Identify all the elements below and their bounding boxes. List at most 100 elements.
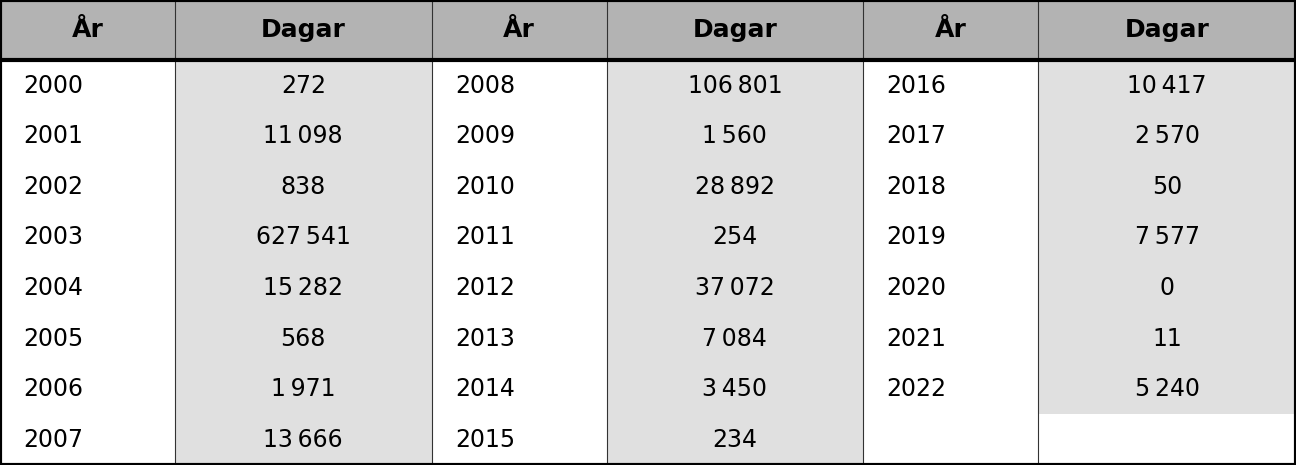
Bar bbox=[863, 111, 1038, 162]
Text: Dagar: Dagar bbox=[260, 18, 346, 42]
Bar bbox=[175, 414, 432, 465]
Text: 37 072: 37 072 bbox=[695, 276, 775, 300]
Bar bbox=[0, 414, 175, 465]
Text: Dagar: Dagar bbox=[1125, 18, 1209, 42]
Text: 2018: 2018 bbox=[886, 175, 946, 199]
Text: 0: 0 bbox=[1160, 276, 1174, 300]
Bar bbox=[0, 212, 175, 263]
Text: Dagar: Dagar bbox=[692, 18, 778, 42]
Bar bbox=[607, 263, 863, 313]
Bar bbox=[1038, 111, 1296, 162]
Text: 2005: 2005 bbox=[23, 326, 83, 351]
Bar bbox=[1038, 414, 1296, 465]
Text: 11: 11 bbox=[1152, 326, 1182, 351]
Text: 11 098: 11 098 bbox=[263, 124, 343, 148]
Text: 7 084: 7 084 bbox=[702, 326, 767, 351]
Bar bbox=[607, 162, 863, 212]
Text: 2013: 2013 bbox=[455, 326, 515, 351]
Text: 2012: 2012 bbox=[455, 276, 515, 300]
Bar bbox=[607, 212, 863, 263]
Bar bbox=[0, 364, 175, 414]
Text: 1 560: 1 560 bbox=[702, 124, 767, 148]
Bar bbox=[0, 0, 175, 60]
Bar bbox=[863, 0, 1038, 60]
Text: 2020: 2020 bbox=[886, 276, 946, 300]
Text: År: År bbox=[71, 18, 104, 42]
Bar bbox=[863, 162, 1038, 212]
Text: 2004: 2004 bbox=[23, 276, 83, 300]
Bar bbox=[607, 313, 863, 364]
Text: 28 892: 28 892 bbox=[695, 175, 775, 199]
Text: 106 801: 106 801 bbox=[687, 74, 783, 98]
Text: 2011: 2011 bbox=[455, 226, 515, 249]
Bar bbox=[432, 162, 607, 212]
Bar bbox=[607, 364, 863, 414]
Text: 2009: 2009 bbox=[455, 124, 515, 148]
Text: 2021: 2021 bbox=[886, 326, 946, 351]
Text: 15 282: 15 282 bbox=[263, 276, 343, 300]
Bar bbox=[175, 364, 432, 414]
Bar bbox=[863, 212, 1038, 263]
Text: 2016: 2016 bbox=[886, 74, 946, 98]
Bar bbox=[0, 313, 175, 364]
Bar bbox=[863, 313, 1038, 364]
Bar bbox=[432, 263, 607, 313]
Bar bbox=[1038, 60, 1296, 111]
Text: 838: 838 bbox=[281, 175, 325, 199]
Text: 50: 50 bbox=[1152, 175, 1182, 199]
Text: 2022: 2022 bbox=[886, 377, 946, 401]
Text: 2007: 2007 bbox=[23, 428, 83, 452]
Bar bbox=[1038, 263, 1296, 313]
Bar bbox=[863, 414, 1038, 465]
Bar bbox=[0, 60, 175, 111]
Bar bbox=[607, 111, 863, 162]
Bar bbox=[1038, 212, 1296, 263]
Bar bbox=[607, 60, 863, 111]
Bar bbox=[1038, 162, 1296, 212]
Text: 13 666: 13 666 bbox=[263, 428, 343, 452]
Bar bbox=[0, 162, 175, 212]
Bar bbox=[432, 212, 607, 263]
Bar bbox=[0, 111, 175, 162]
Text: 627 541: 627 541 bbox=[255, 226, 351, 249]
Text: 10 417: 10 417 bbox=[1128, 74, 1207, 98]
Text: 234: 234 bbox=[713, 428, 757, 452]
Text: 254: 254 bbox=[713, 226, 757, 249]
Bar bbox=[607, 414, 863, 465]
Bar bbox=[432, 0, 607, 60]
Bar bbox=[0, 263, 175, 313]
Text: 568: 568 bbox=[280, 326, 327, 351]
Text: År: År bbox=[503, 18, 535, 42]
Bar bbox=[175, 162, 432, 212]
Text: 2 570: 2 570 bbox=[1134, 124, 1200, 148]
Text: 272: 272 bbox=[281, 74, 325, 98]
Bar bbox=[1038, 364, 1296, 414]
Bar bbox=[432, 60, 607, 111]
Bar bbox=[863, 60, 1038, 111]
Text: 2017: 2017 bbox=[886, 124, 946, 148]
Text: 3 450: 3 450 bbox=[702, 377, 767, 401]
Bar bbox=[432, 364, 607, 414]
Text: 2019: 2019 bbox=[886, 226, 946, 249]
Bar bbox=[175, 60, 432, 111]
Text: 2001: 2001 bbox=[23, 124, 83, 148]
Text: År: År bbox=[934, 18, 967, 42]
Text: 2006: 2006 bbox=[23, 377, 83, 401]
Bar bbox=[175, 212, 432, 263]
Text: 2002: 2002 bbox=[23, 175, 83, 199]
Bar bbox=[607, 0, 863, 60]
Bar bbox=[432, 313, 607, 364]
Text: 2015: 2015 bbox=[455, 428, 515, 452]
Bar bbox=[175, 0, 432, 60]
Bar bbox=[175, 313, 432, 364]
Bar bbox=[863, 364, 1038, 414]
Text: 2000: 2000 bbox=[23, 74, 83, 98]
Text: 7 577: 7 577 bbox=[1134, 226, 1200, 249]
Bar bbox=[432, 414, 607, 465]
Text: 2014: 2014 bbox=[455, 377, 515, 401]
Text: 2003: 2003 bbox=[23, 226, 83, 249]
Bar bbox=[432, 111, 607, 162]
Bar bbox=[1038, 313, 1296, 364]
Text: 5 240: 5 240 bbox=[1134, 377, 1200, 401]
Text: 1 971: 1 971 bbox=[271, 377, 336, 401]
